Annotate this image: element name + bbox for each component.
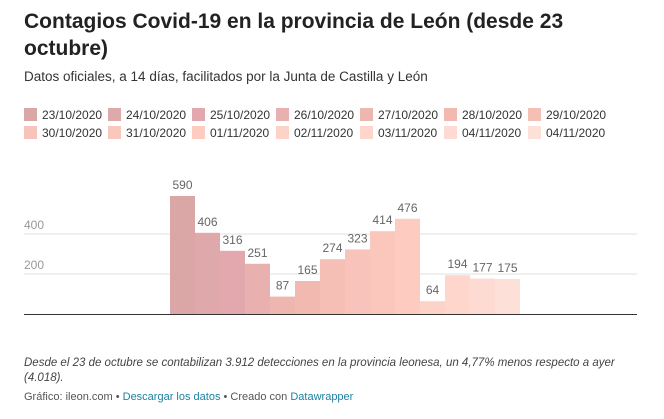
legend-swatch xyxy=(108,126,121,139)
legend-label: 26/10/2020 xyxy=(294,107,355,122)
bar xyxy=(495,279,520,314)
download-data-link[interactable]: Descargar los datos xyxy=(122,391,221,403)
legend-item: 04/11/2020 xyxy=(528,125,612,140)
separator: • xyxy=(112,391,123,403)
bar xyxy=(370,231,395,314)
legend-item: 03/11/2020 xyxy=(360,125,444,140)
legend-label: 30/10/2020 xyxy=(42,125,103,140)
legend-swatch xyxy=(276,108,289,121)
data-label: 64 xyxy=(426,283,440,297)
bar xyxy=(395,218,420,314)
legend-label: 01/11/2020 xyxy=(210,125,270,140)
legend-label: 03/11/2020 xyxy=(378,125,438,140)
legend: 23/10/2020 24/10/2020 25/10/2020 26/10/2020… xyxy=(24,107,644,140)
legend-label: 25/10/2020 xyxy=(210,107,271,122)
legend-label: 29/10/2020 xyxy=(546,107,607,122)
data-label: 476 xyxy=(397,201,417,215)
data-label: 406 xyxy=(197,215,217,229)
data-label: 175 xyxy=(497,261,517,275)
legend-swatch xyxy=(444,108,457,121)
y-tick-label: 200 xyxy=(24,258,44,272)
legend-swatch xyxy=(276,126,289,139)
bar xyxy=(470,278,495,314)
bar xyxy=(295,281,320,314)
bar xyxy=(220,250,245,314)
bar xyxy=(420,301,445,314)
data-label: 590 xyxy=(172,178,192,192)
legend-swatch xyxy=(108,108,121,121)
separator: • xyxy=(220,391,231,403)
legend-item: 26/10/2020 xyxy=(276,107,360,122)
data-label: 414 xyxy=(372,213,392,227)
legend-label: 27/10/2020 xyxy=(378,107,439,122)
legend-swatch xyxy=(360,108,373,121)
legend-swatch xyxy=(360,126,373,139)
source-label: Gráfico: ileon.com xyxy=(24,391,113,403)
legend-swatch xyxy=(24,126,37,139)
legend-item: 27/10/2020 xyxy=(360,107,444,122)
data-label: 165 xyxy=(297,263,317,277)
data-label: 177 xyxy=(472,261,492,275)
data-label: 87 xyxy=(276,279,290,293)
legend-item: 04/11/2020 xyxy=(444,125,528,140)
chart-subtitle: Datos oficiales, a 14 días, facilitados … xyxy=(24,69,428,84)
legend-item: 23/10/2020 xyxy=(24,107,108,122)
chart-title: Contagios Covid-19 en la provincia de Le… xyxy=(24,10,564,60)
legend-item: 28/10/2020 xyxy=(444,107,528,122)
bar xyxy=(245,263,270,314)
data-label: 323 xyxy=(347,231,367,245)
legend-label: 23/10/2020 xyxy=(42,107,103,122)
legend-label: 31/10/2020 xyxy=(126,125,187,140)
datawrapper-link[interactable]: Datawrapper xyxy=(290,391,354,403)
legend-label: 02/11/2020 xyxy=(294,125,354,140)
bar xyxy=(445,275,470,314)
legend-swatch xyxy=(24,108,37,121)
legend-item: 29/10/2020 xyxy=(528,107,612,122)
data-label: 194 xyxy=(447,257,467,271)
created-with-label: Creado con xyxy=(230,391,288,403)
legend-item: 30/10/2020 xyxy=(24,125,108,140)
bar xyxy=(195,232,220,314)
bar xyxy=(170,196,195,314)
legend-item: 01/11/2020 xyxy=(192,125,276,140)
legend-swatch xyxy=(192,108,205,121)
bar xyxy=(270,296,295,314)
legend-label: 28/10/2020 xyxy=(462,107,523,122)
legend-item: 02/11/2020 xyxy=(276,125,360,140)
y-tick-label: 400 xyxy=(24,218,44,232)
legend-item: 24/10/2020 xyxy=(108,107,192,122)
data-label: 316 xyxy=(222,233,242,247)
legend-swatch xyxy=(192,126,205,139)
legend-swatch xyxy=(528,108,541,121)
legend-label: 24/10/2020 xyxy=(126,107,187,122)
bar-chart: 200 400 590 406 316 251 87 165 274 323 414 476 64 194… xyxy=(24,178,637,315)
bar xyxy=(320,259,345,314)
legend-item: 31/10/2020 xyxy=(108,125,192,140)
chart-note: Desde el 23 de octubre se contabilizan 3… xyxy=(24,357,615,384)
footer: Gráfico: ileon.com • Descargar los datos… xyxy=(24,391,353,403)
legend-swatch xyxy=(444,126,457,139)
legend-item: 25/10/2020 xyxy=(192,107,276,122)
data-label: 251 xyxy=(247,246,267,260)
legend-label: 04/11/2020 xyxy=(462,125,522,140)
legend-swatch xyxy=(528,126,541,139)
legend-label: 04/11/2020 xyxy=(546,125,606,140)
bar xyxy=(345,249,370,314)
data-label: 274 xyxy=(322,241,342,255)
